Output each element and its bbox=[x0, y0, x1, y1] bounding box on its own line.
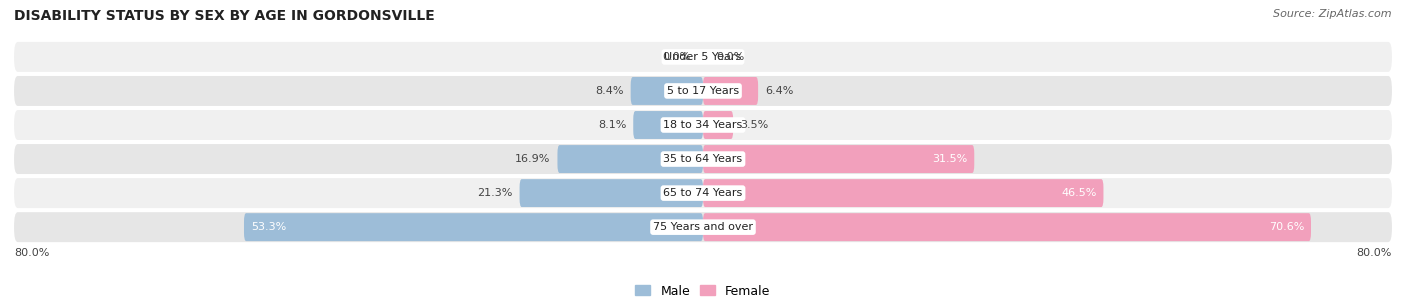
Text: 5 to 17 Years: 5 to 17 Years bbox=[666, 86, 740, 96]
Text: 0.0%: 0.0% bbox=[716, 52, 744, 62]
FancyBboxPatch shape bbox=[703, 179, 1104, 207]
Text: 65 to 74 Years: 65 to 74 Years bbox=[664, 188, 742, 198]
Text: 8.4%: 8.4% bbox=[595, 86, 624, 96]
Text: 3.5%: 3.5% bbox=[740, 120, 768, 130]
FancyBboxPatch shape bbox=[14, 42, 1392, 72]
Text: 75 Years and over: 75 Years and over bbox=[652, 222, 754, 232]
Text: 8.1%: 8.1% bbox=[598, 120, 626, 130]
FancyBboxPatch shape bbox=[703, 77, 758, 105]
Text: 16.9%: 16.9% bbox=[515, 154, 551, 164]
FancyBboxPatch shape bbox=[245, 213, 703, 241]
FancyBboxPatch shape bbox=[633, 111, 703, 139]
FancyBboxPatch shape bbox=[14, 144, 1392, 174]
Text: Under 5 Years: Under 5 Years bbox=[665, 52, 741, 62]
Text: 31.5%: 31.5% bbox=[932, 154, 967, 164]
Text: 80.0%: 80.0% bbox=[14, 248, 49, 258]
Text: Source: ZipAtlas.com: Source: ZipAtlas.com bbox=[1274, 9, 1392, 19]
FancyBboxPatch shape bbox=[557, 145, 703, 173]
FancyBboxPatch shape bbox=[703, 111, 733, 139]
FancyBboxPatch shape bbox=[631, 77, 703, 105]
Text: 46.5%: 46.5% bbox=[1062, 188, 1097, 198]
Text: 70.6%: 70.6% bbox=[1268, 222, 1305, 232]
Legend: Male, Female: Male, Female bbox=[630, 280, 776, 302]
FancyBboxPatch shape bbox=[14, 212, 1392, 242]
FancyBboxPatch shape bbox=[703, 145, 974, 173]
Text: 18 to 34 Years: 18 to 34 Years bbox=[664, 120, 742, 130]
Text: 0.0%: 0.0% bbox=[662, 52, 690, 62]
FancyBboxPatch shape bbox=[14, 110, 1392, 140]
Text: 35 to 64 Years: 35 to 64 Years bbox=[664, 154, 742, 164]
Text: 53.3%: 53.3% bbox=[250, 222, 287, 232]
Text: 80.0%: 80.0% bbox=[1357, 248, 1392, 258]
FancyBboxPatch shape bbox=[520, 179, 703, 207]
FancyBboxPatch shape bbox=[14, 178, 1392, 208]
Text: 21.3%: 21.3% bbox=[477, 188, 513, 198]
FancyBboxPatch shape bbox=[703, 213, 1310, 241]
Text: DISABILITY STATUS BY SEX BY AGE IN GORDONSVILLE: DISABILITY STATUS BY SEX BY AGE IN GORDO… bbox=[14, 9, 434, 23]
FancyBboxPatch shape bbox=[14, 76, 1392, 106]
Text: 6.4%: 6.4% bbox=[765, 86, 793, 96]
